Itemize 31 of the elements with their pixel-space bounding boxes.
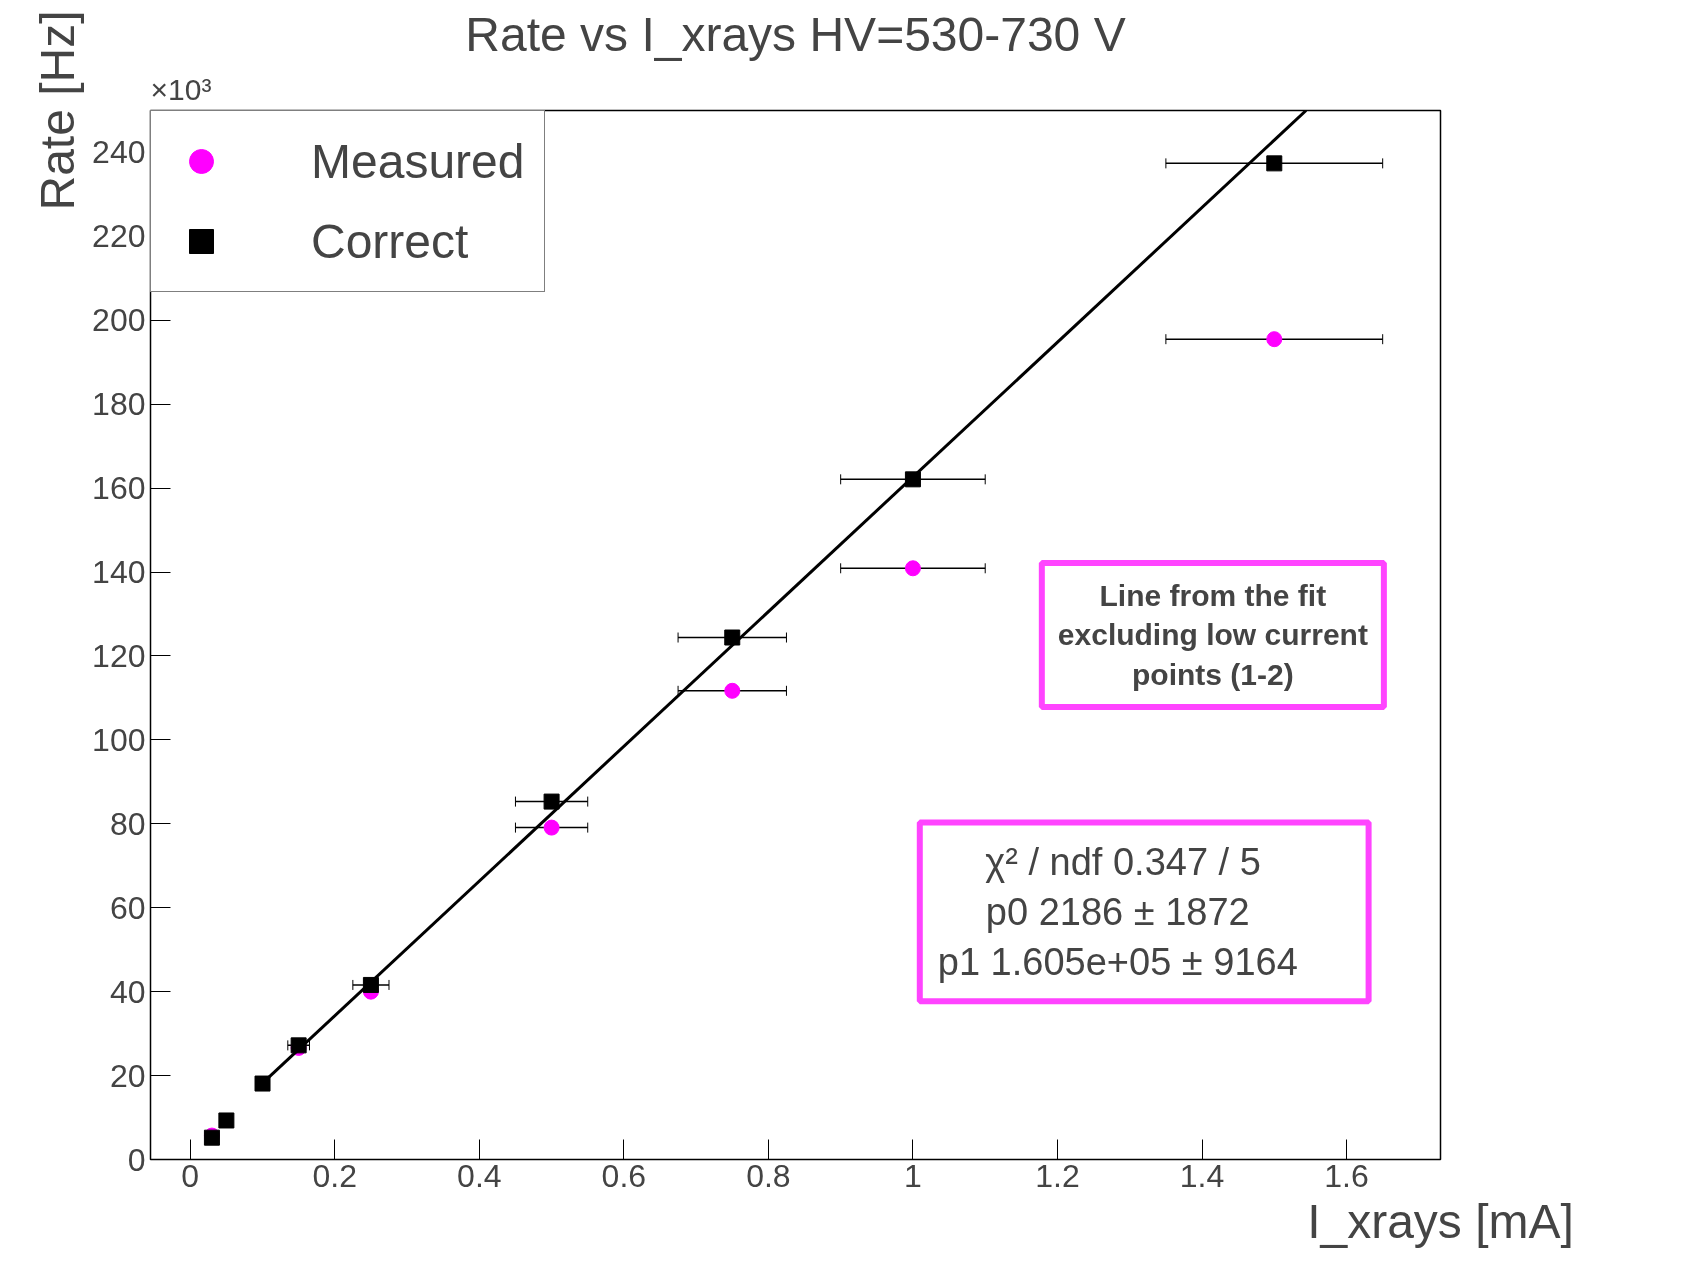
x-tick-label: 0.2 xyxy=(312,1157,358,1194)
y-tick-label: 240 xyxy=(92,134,146,171)
y-tick-label: 40 xyxy=(109,973,146,1010)
annotation: p0 2186 ± 1872 xyxy=(985,890,1250,933)
y-tick-label: 160 xyxy=(92,470,146,507)
x-tick-label: 1.4 xyxy=(1179,1157,1225,1194)
x-tick-label: 0 xyxy=(181,1157,200,1194)
y-axis-title: Rate [Hz] xyxy=(31,10,85,211)
y-tick-label: 140 xyxy=(92,554,146,591)
x-tick-label: 1.6 xyxy=(1324,1157,1369,1194)
y-tick-label: 180 xyxy=(92,386,146,423)
annotation: p1 1.605e+05 ± 9164 xyxy=(937,941,1298,984)
annotation: χ² / ndf 0.347 / 5 xyxy=(985,840,1261,883)
x-tick-label: 0.6 xyxy=(601,1157,647,1194)
x-tick-label: 1 xyxy=(904,1157,922,1194)
y-tick-label: 100 xyxy=(92,721,146,758)
x-tick-label: 1.2 xyxy=(1035,1157,1080,1194)
y-tick-label: 60 xyxy=(109,889,146,926)
annotation: Line from the fit excluding low current points (1-2) xyxy=(1057,578,1368,692)
x-tick-label: 0.8 xyxy=(746,1157,791,1194)
y-tick-label: 20 xyxy=(109,1057,146,1094)
legend-label: Measured xyxy=(311,133,525,189)
x-axis-title: I_xrays [mA] xyxy=(1307,1194,1574,1248)
y-tick-label: 200 xyxy=(92,302,146,339)
chart-title: Rate vs I_xrays HV=530-730 V xyxy=(465,7,1126,61)
x-tick-label: 0.4 xyxy=(457,1157,502,1194)
text: ×10³ xyxy=(150,72,212,106)
legend-label: Correct xyxy=(311,213,469,269)
y-tick-label: 220 xyxy=(92,218,146,255)
y-tick-label: 80 xyxy=(109,805,146,842)
y-tick-label: 120 xyxy=(92,637,146,674)
